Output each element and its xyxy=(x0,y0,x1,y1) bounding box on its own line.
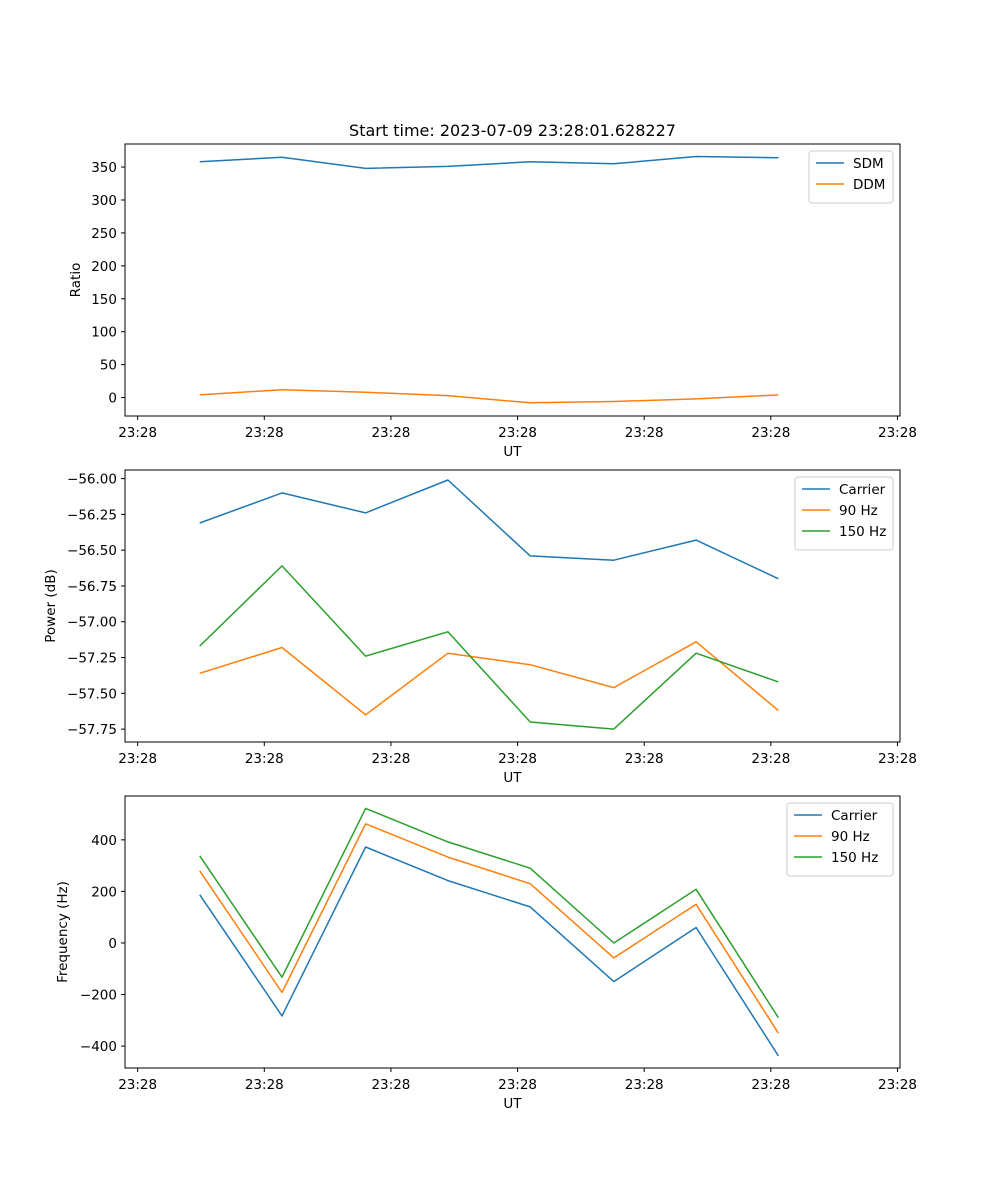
y-axis-label: Ratio xyxy=(68,263,84,298)
y-tick-label: −57.75 xyxy=(67,722,117,738)
axes-frame xyxy=(124,143,901,417)
series-line-150-hz xyxy=(199,807,780,1019)
x-axis-label: UT xyxy=(503,770,522,786)
y-tick-label: 0 xyxy=(108,936,117,952)
y-tick-label: 200 xyxy=(91,884,117,900)
y-tick-label: −56.50 xyxy=(67,543,117,559)
legend-label: 150 Hz xyxy=(839,524,886,540)
y-tick-label: −56.25 xyxy=(67,507,117,523)
legend-label: 150 Hz xyxy=(831,850,878,866)
x-tick-label: 23:28 xyxy=(118,1077,157,1093)
x-tick-label: 23:28 xyxy=(245,425,284,441)
series-line-90-hz xyxy=(199,823,780,1034)
y-tick-label: 250 xyxy=(91,226,117,242)
y-tick-label: 300 xyxy=(91,193,117,209)
series-line-carrier xyxy=(199,846,780,1057)
y-tick-label: −57.50 xyxy=(67,686,117,702)
x-tick-label: 23:28 xyxy=(371,425,410,441)
legend: SDM DDM xyxy=(808,150,894,204)
y-axis-label: Frequency (Hz) xyxy=(55,881,71,983)
legend-box xyxy=(808,150,894,204)
series-line-150-hz xyxy=(199,565,779,730)
y-tick-label: −56.75 xyxy=(67,579,117,595)
axes-frame xyxy=(124,795,901,1069)
legend: Carrier 90 Hz 150 Hz xyxy=(786,802,894,877)
x-tick-label: 23:28 xyxy=(371,1077,410,1093)
y-tick-label: 50 xyxy=(100,358,117,374)
y-tick-label: 200 xyxy=(91,259,117,275)
x-tick-label: 23:28 xyxy=(751,425,790,441)
frequency-chart: Frequency (Hz) UT 23:28 23:28 23:28 23:28 23… xyxy=(55,795,917,1112)
y-tick-label: 400 xyxy=(91,833,117,849)
x-tick-label: 23:28 xyxy=(751,1077,790,1093)
series-line-ddm xyxy=(199,388,779,404)
x-axis-label: UT xyxy=(503,1096,522,1112)
y-tick-label: −400 xyxy=(80,1039,117,1055)
series-line-sdm xyxy=(199,155,779,170)
x-tick-label: 23:28 xyxy=(498,751,537,767)
legend: Carrier 90 Hz 150 Hz xyxy=(794,476,894,551)
legend-label: Carrier xyxy=(839,482,886,498)
axes-frame xyxy=(124,469,901,743)
y-tick-label: 100 xyxy=(91,325,117,341)
y-axis-label: Power (dB) xyxy=(43,569,59,642)
series-line-90-hz xyxy=(199,641,779,716)
legend-label: Carrier xyxy=(831,808,878,824)
y-tick-label: 350 xyxy=(91,160,117,176)
y-tick-label: −56.00 xyxy=(67,472,117,488)
y-tick-label: −200 xyxy=(80,988,117,1004)
x-tick-label: 23:28 xyxy=(118,751,157,767)
x-tick-label: 23:28 xyxy=(625,425,664,441)
x-tick-label: 23:28 xyxy=(878,425,917,441)
y-tick-label: −57.25 xyxy=(67,651,117,667)
x-tick-label: 23:28 xyxy=(878,751,917,767)
y-tick-label: 0 xyxy=(108,391,117,407)
x-tick-label: 23:28 xyxy=(245,751,284,767)
x-tick-label: 23:28 xyxy=(118,425,157,441)
x-tick-label: 23:28 xyxy=(751,751,790,767)
x-tick-label: 23:28 xyxy=(498,1077,537,1093)
x-tick-label: 23:28 xyxy=(878,1077,917,1093)
legend-label: DDM xyxy=(853,177,885,193)
y-tick-label: 150 xyxy=(91,292,117,308)
x-tick-label: 23:28 xyxy=(245,1077,284,1093)
legend-label: 90 Hz xyxy=(831,829,870,845)
chart-title: Start time: 2023-07-09 23:28:01.628227 xyxy=(349,121,676,140)
x-tick-label: 23:28 xyxy=(625,751,664,767)
x-tick-label: 23:28 xyxy=(498,425,537,441)
legend-label: SDM xyxy=(853,156,884,172)
legend-label: 90 Hz xyxy=(839,503,878,519)
x-tick-label: 23:28 xyxy=(625,1077,664,1093)
x-axis-label: UT xyxy=(503,444,522,460)
x-tick-label: 23:28 xyxy=(371,751,410,767)
series-line-carrier xyxy=(199,479,779,580)
ratio-chart: Start time: 2023-07-09 23:28:01.628227 R… xyxy=(68,121,917,460)
y-tick-label: −57.00 xyxy=(67,615,117,631)
power-chart: Power (dB) UT 23:28 23:28 23:28 23:28 23:28 2… xyxy=(43,469,917,786)
